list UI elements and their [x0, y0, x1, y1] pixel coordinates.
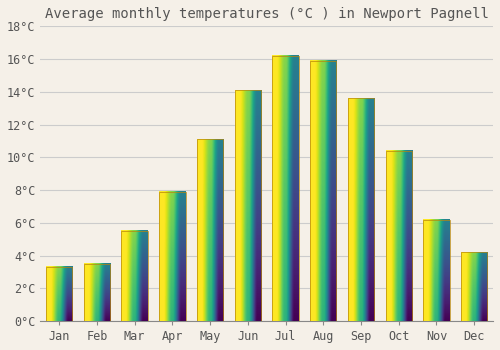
- Bar: [386, 151, 412, 321]
- Bar: [46, 267, 72, 321]
- Bar: [122, 231, 148, 321]
- Bar: [197, 139, 224, 321]
- Bar: [272, 56, 299, 321]
- Bar: [234, 90, 261, 321]
- Title: Average monthly temperatures (°C ) in Newport Pagnell: Average monthly temperatures (°C ) in Ne…: [44, 7, 488, 21]
- Bar: [424, 219, 450, 321]
- Bar: [348, 98, 374, 321]
- Bar: [84, 264, 110, 321]
- Bar: [159, 192, 186, 321]
- Bar: [461, 252, 487, 321]
- Bar: [310, 61, 336, 321]
